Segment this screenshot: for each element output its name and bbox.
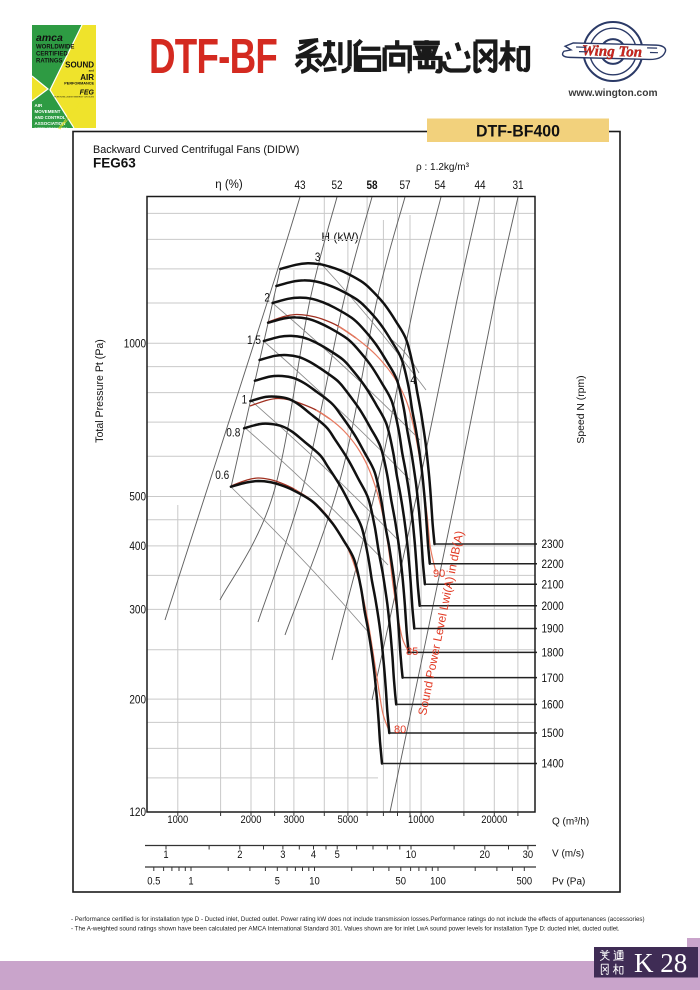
svg-text:20: 20 [480, 849, 491, 861]
svg-text:- The A-weighted sound ratings: - The A-weighted sound ratings shown hav… [71, 926, 620, 933]
svg-text:η (%): η (%) [215, 179, 243, 191]
svg-text:RATINGS: RATINGS [36, 59, 63, 65]
svg-text:FEG63: FEG63 [93, 156, 136, 171]
svg-text:1600: 1600 [542, 698, 564, 712]
svg-text:57: 57 [399, 178, 410, 192]
svg-text:52: 52 [331, 178, 342, 192]
svg-text:PERFORMANCE: PERFORMANCE [64, 82, 94, 86]
svg-text:Backward Curved Centrifugal Fa: Backward Curved Centrifugal Fans (DIDW) [93, 144, 299, 156]
svg-text:20000: 20000 [481, 814, 507, 826]
svg-text:AIR: AIR [80, 73, 94, 82]
svg-text:H (kW): H (kW) [321, 230, 358, 244]
svg-text:90: 90 [433, 568, 445, 580]
svg-text:Total Pressure Pt (Pa): Total Pressure Pt (Pa) [94, 339, 106, 443]
svg-text:10000: 10000 [408, 814, 434, 826]
svg-text:1.5: 1.5 [247, 333, 261, 347]
svg-text:80: 80 [394, 724, 406, 736]
svg-text:30: 30 [523, 849, 534, 861]
svg-text:120: 120 [129, 805, 146, 819]
svg-text:amca: amca [36, 32, 63, 44]
svg-text:CERTIFIED: CERTIFIED [36, 52, 68, 58]
svg-text:1400: 1400 [542, 757, 564, 771]
svg-text:100: 100 [430, 876, 446, 888]
svg-text:FOR INTELLIGENT ENERGY CHOICES: FOR INTELLIGENT ENERGY CHOICES [54, 97, 94, 99]
svg-text:5000: 5000 [337, 814, 358, 826]
svg-text:0.6: 0.6 [215, 468, 229, 482]
svg-text:0.5: 0.5 [147, 876, 160, 888]
svg-text:44: 44 [474, 178, 485, 192]
svg-text:V (m/s): V (m/s) [552, 849, 584, 860]
svg-text:500: 500 [516, 876, 532, 888]
svg-text:54: 54 [434, 178, 445, 192]
svg-text:1: 1 [188, 876, 193, 888]
svg-text:DTF-BF: DTF-BF [149, 30, 277, 84]
svg-text:4: 4 [311, 849, 316, 861]
svg-text:DTF-BF400: DTF-BF400 [476, 122, 560, 141]
svg-text:4: 4 [410, 373, 416, 387]
svg-text:1700: 1700 [542, 671, 564, 685]
svg-text:10: 10 [309, 876, 320, 888]
svg-text:3: 3 [315, 250, 321, 264]
svg-text:WORLDWIDE: WORLDWIDE [36, 45, 74, 51]
svg-text:0.8: 0.8 [226, 425, 240, 439]
svg-text:300: 300 [129, 603, 146, 617]
svg-text:MOVEMENT: MOVEMENT [35, 109, 61, 114]
svg-text:400: 400 [129, 539, 146, 553]
svg-text:- Performance certified is for: - Performance certified is for installat… [71, 916, 645, 923]
svg-text:2: 2 [264, 290, 270, 304]
svg-text:50: 50 [396, 876, 407, 888]
svg-text:SOUND: SOUND [65, 61, 94, 70]
svg-text:58: 58 [366, 178, 377, 192]
svg-text:AND CONTROL: AND CONTROL [35, 115, 66, 120]
svg-text:1: 1 [242, 393, 248, 407]
svg-text:2000: 2000 [241, 814, 262, 826]
svg-text:2200: 2200 [542, 557, 564, 571]
svg-text:K 28: K 28 [634, 948, 687, 978]
svg-text:Speed N (rpm): Speed N (rpm) [576, 375, 587, 443]
svg-text:5: 5 [335, 849, 340, 861]
svg-text:10: 10 [406, 849, 417, 861]
svg-text:2300: 2300 [542, 537, 564, 551]
svg-text:3: 3 [280, 849, 285, 861]
svg-text:500: 500 [129, 490, 146, 504]
svg-text:31: 31 [512, 178, 523, 192]
svg-text:FEG: FEG [80, 90, 95, 97]
svg-text:200: 200 [129, 692, 146, 706]
svg-text:1800: 1800 [542, 646, 564, 660]
svg-text:AIR: AIR [35, 103, 44, 108]
svg-text:1000: 1000 [167, 814, 188, 826]
svg-text:5: 5 [275, 876, 280, 888]
svg-text:2000: 2000 [542, 599, 564, 613]
svg-text:43: 43 [294, 178, 305, 192]
svg-text:1: 1 [163, 849, 168, 861]
svg-text:and: and [89, 69, 95, 73]
svg-text:Q (m³/h): Q (m³/h) [552, 817, 589, 828]
svg-text:Wing Ton: Wing Ton [582, 43, 643, 61]
svg-text:1000: 1000 [124, 337, 146, 351]
svg-text:3000: 3000 [283, 814, 304, 826]
svg-text:2: 2 [237, 849, 242, 861]
svg-text:1500: 1500 [542, 726, 564, 740]
svg-text:ρ : 1.2kg/m³: ρ : 1.2kg/m³ [416, 162, 470, 173]
svg-text:INTERNATIONAL, ISO.: INTERNATIONAL, ISO. [35, 127, 69, 131]
svg-text:1900: 1900 [542, 622, 564, 636]
svg-text:www.wington.com: www.wington.com [567, 88, 657, 99]
svg-text:2100: 2100 [542, 577, 564, 591]
svg-text:85: 85 [406, 646, 418, 658]
svg-text:ASSOCIATION: ASSOCIATION [35, 121, 66, 126]
svg-text:Pv (Pa): Pv (Pa) [552, 877, 585, 888]
